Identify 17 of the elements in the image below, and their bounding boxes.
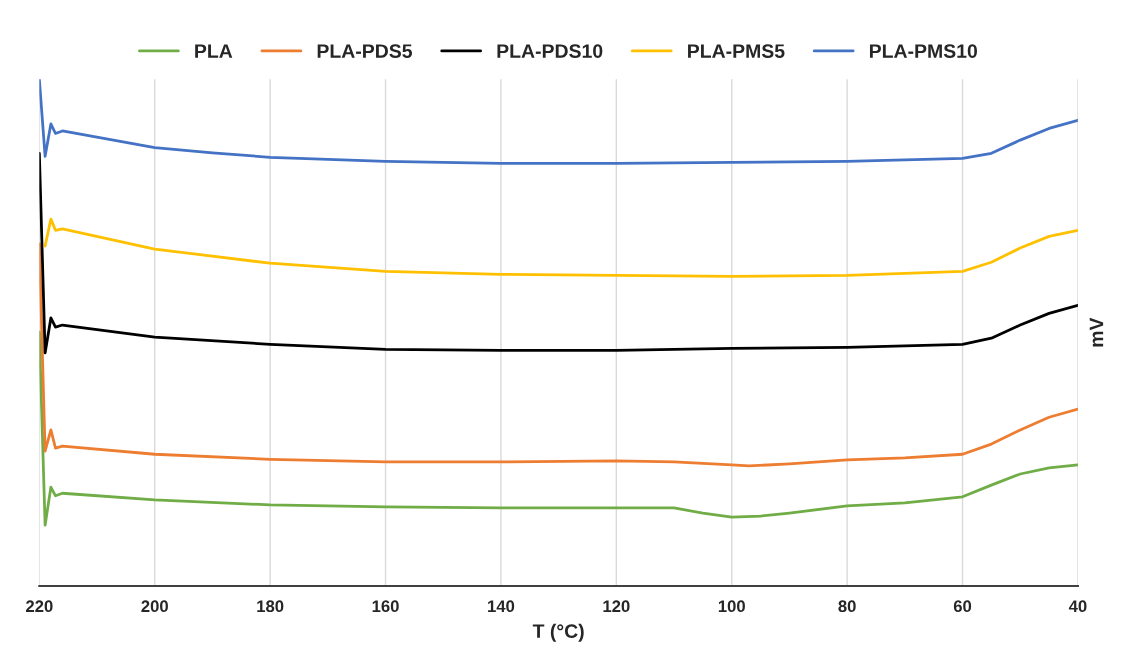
- x-tick-label: 140: [488, 600, 515, 613]
- x-tick-label: 80: [838, 600, 856, 613]
- legend-label: PLA-PMS5: [688, 44, 785, 58]
- x-tick-label: 200: [141, 600, 168, 613]
- legend-label: PLA: [195, 44, 233, 58]
- x-tick-label: 100: [718, 600, 745, 613]
- x-axis-title: T (°C): [532, 623, 584, 642]
- legend-label: PLA-PDS5: [317, 44, 413, 58]
- x-tick-label: 120: [603, 600, 630, 613]
- x-tick-label: 160: [372, 600, 399, 613]
- x-tick-label: 180: [257, 600, 284, 613]
- x-tick-label: 220: [26, 600, 53, 613]
- y-axis-title: mV: [1089, 317, 1104, 347]
- legend-label: PLA-PDS10: [497, 44, 603, 58]
- x-tick-label: 60: [953, 600, 972, 613]
- legend-label: PLA-PMS10: [869, 44, 978, 58]
- x-tick-label: 40: [1068, 600, 1087, 613]
